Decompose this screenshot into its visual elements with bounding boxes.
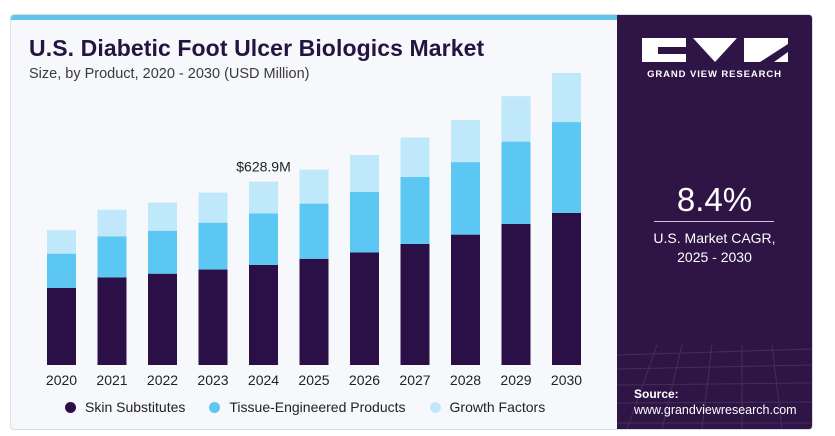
legend-label: Skin Substitutes [85, 399, 186, 415]
cagr-label-line2: 2025 - 2030 [677, 249, 752, 265]
x-tick-label: 2023 [197, 372, 228, 388]
bar-2025-series-0 [299, 258, 329, 365]
bar-2030-series-0 [552, 212, 581, 365]
bar-2026-series-1 [350, 191, 379, 253]
bar-2022-series-1 [148, 230, 177, 274]
cagr-label-line1: U.S. Market CAGR, [653, 230, 776, 246]
chart-title: U.S. Diabetic Foot Ulcer Biologics Marke… [29, 35, 485, 61]
x-tick-label: 2028 [450, 372, 481, 388]
bar-2024-series-1 [249, 213, 278, 265]
legend-label: Growth Factors [449, 399, 546, 415]
bar-2020-series-0 [47, 287, 76, 365]
bar-2023-series-1 [198, 222, 228, 270]
cagr-value: 8.4% [676, 181, 753, 218]
bar-2021-series-0 [97, 277, 127, 365]
bar-2021-series-2 [97, 209, 127, 237]
bar-2026-series-2 [350, 155, 379, 192]
chart-card: U.S. Diabetic Foot Ulcer Biologics Marke… [10, 14, 813, 430]
bar-2028-series-1 [451, 162, 480, 235]
x-tick-label: 2026 [349, 372, 380, 388]
bar-2026-series-0 [350, 252, 379, 365]
x-tick-label: 2027 [399, 372, 430, 388]
x-tick-label: 2020 [46, 372, 77, 388]
bar-2025-series-2 [299, 169, 329, 204]
legend-item-growth-factors: Growth Factors [429, 399, 546, 415]
bar-2030-series-1 [552, 122, 581, 213]
bar-2030-series-2 [552, 72, 581, 123]
decorative-grid-background [617, 345, 812, 429]
x-tick-label: 2022 [147, 372, 178, 388]
x-tick-label: 2021 [96, 372, 127, 388]
bar-2024-series-0 [249, 264, 278, 365]
source-label: Source: [634, 387, 679, 401]
bar-2025-series-1 [299, 203, 329, 259]
legend-item-skin-substitutes: Skin Substitutes [65, 399, 185, 415]
sidebar-panel: GRAND VIEW RESEARCH 8.4% U.S. Market CAG… [617, 15, 812, 429]
bar-2028-series-0 [451, 234, 480, 365]
bar-annotation-label: $628.9M [236, 159, 290, 175]
legend-item-tissue-engineered-products: Tissue-Engineered Products [209, 399, 406, 415]
source-url[interactable]: www.grandviewresearch.com [634, 403, 797, 417]
x-tick-label: 2029 [500, 372, 531, 388]
bar-2027-series-0 [400, 243, 430, 365]
chart-subtitle: Size, by Product, 2020 - 2030 (USD Milli… [29, 66, 310, 82]
legend-dot-icon [65, 401, 76, 413]
top-accent-bar [11, 15, 617, 20]
bar-2023-series-0 [198, 269, 228, 365]
bar-2029-series-0 [501, 223, 531, 365]
bar-2020-series-1 [47, 253, 76, 288]
bar-2022-series-0 [148, 273, 177, 365]
x-tick-label: 2030 [551, 372, 582, 388]
x-tick-label: 2025 [298, 372, 329, 388]
bar-2029-series-2 [501, 96, 531, 142]
bar-2027-series-1 [400, 176, 430, 244]
grand-view-research-logo-icon [642, 38, 788, 62]
bar-2020-series-2 [47, 230, 76, 254]
stacked-bar-chart: 2020 2021 2022 2023 2024 2025 2026 2027 2028 2029… [46, 72, 582, 388]
bar-2029-series-1 [501, 141, 531, 224]
bar-2023-series-2 [198, 192, 228, 223]
chart-legend: Skin Substitutes Tissue-Engineered Produ… [65, 399, 569, 415]
cagr-divider [654, 221, 774, 222]
brand-name: GRAND VIEW RESEARCH [647, 69, 782, 80]
legend-dot-icon [209, 401, 221, 413]
legend-dot-icon [429, 401, 441, 413]
bar-2022-series-2 [148, 202, 177, 231]
cagr-label: U.S. Market CAGR, 2025 - 2030 [617, 229, 812, 267]
bar-2024-series-2 [249, 181, 278, 214]
x-tick-label: 2024 [248, 372, 279, 388]
bar-2028-series-2 [451, 120, 480, 163]
bar-2021-series-1 [97, 236, 127, 278]
legend-label: Tissue-Engineered Products [229, 399, 406, 415]
bar-2027-series-2 [400, 137, 430, 177]
